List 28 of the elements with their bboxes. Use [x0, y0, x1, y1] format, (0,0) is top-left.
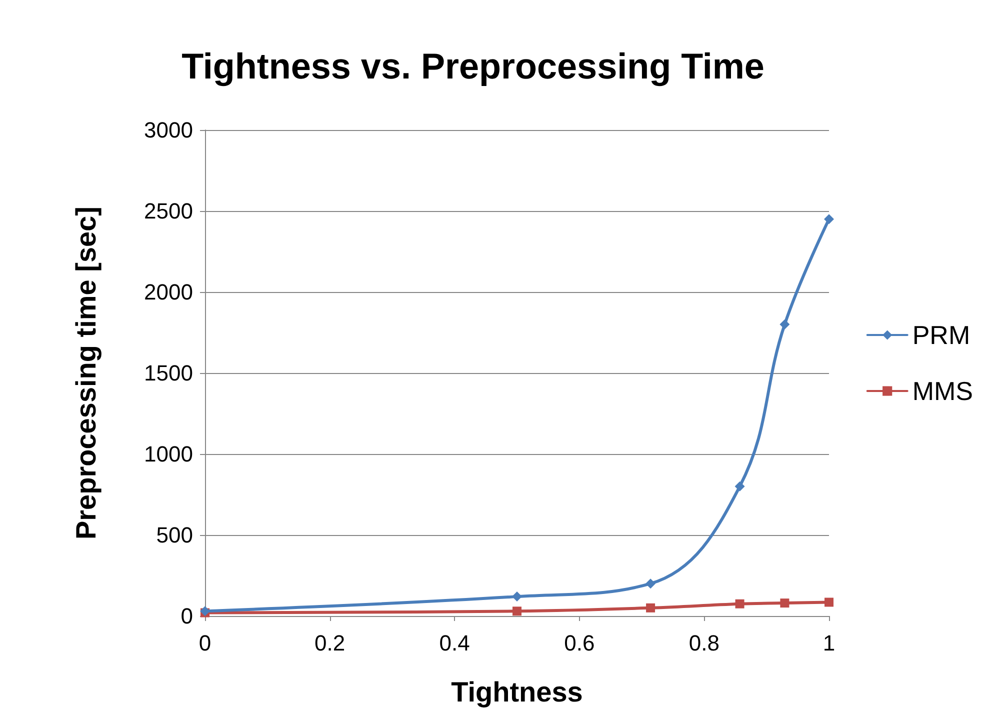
- point: [512, 592, 522, 602]
- point: [646, 578, 656, 589]
- point: [824, 214, 834, 224]
- x-tick-label: 0.6: [564, 630, 595, 656]
- y-tick-label: 1500: [144, 360, 193, 386]
- y-tick-label: 0: [180, 604, 193, 628]
- point: [824, 598, 834, 607]
- x-tick-label: 0: [198, 630, 212, 656]
- x-tick-label: 0.4: [439, 630, 470, 656]
- y-tick-label: 2000: [144, 280, 193, 304]
- point: [646, 603, 656, 612]
- point: [734, 481, 745, 492]
- point: [780, 319, 790, 330]
- point: [512, 606, 522, 616]
- chart-title: Tightness vs. Preprocessing Time: [182, 46, 764, 86]
- x-tick-label: 0.8: [688, 630, 720, 656]
- legend-label: MMS: [912, 376, 974, 406]
- y-tick-label: 1000: [144, 442, 193, 466]
- y-tick-label: 2500: [144, 198, 193, 224]
- legend-label: PRM: [912, 320, 970, 350]
- point: [735, 599, 744, 608]
- x-axis-title: Tightness: [451, 676, 583, 708]
- y-tick-label: 3000: [144, 118, 193, 142]
- y-tick-label: 500: [156, 522, 193, 548]
- point: [780, 598, 790, 608]
- x-tick-label: 0.2: [314, 630, 346, 656]
- x-tick-label: 1: [822, 630, 836, 656]
- y-axis-title: Preprocessing time [sec]: [70, 206, 102, 540]
